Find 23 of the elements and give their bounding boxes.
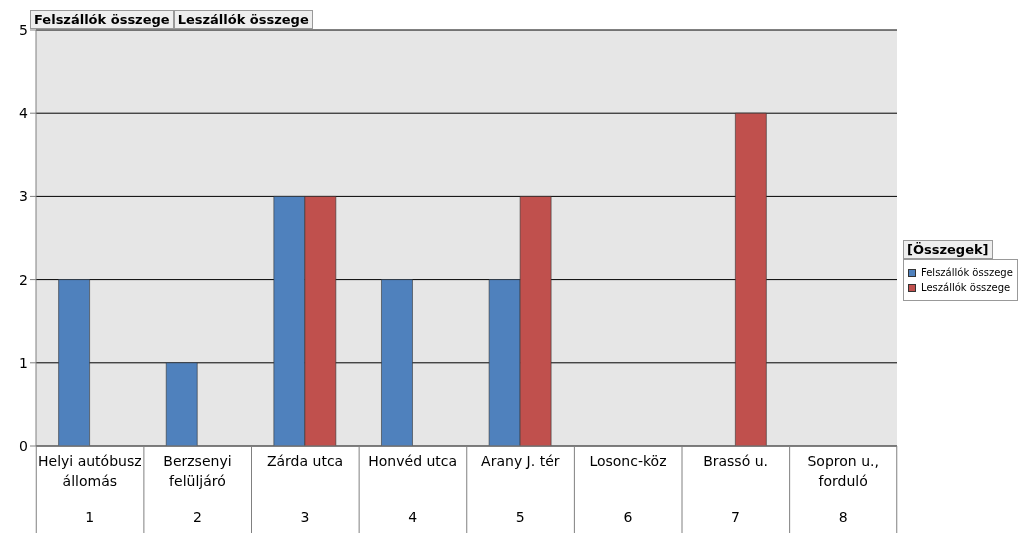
bar [165,362,198,446]
category-label: Helyi autóbusz állomás 1 [38,453,142,525]
y-tick-label: 4 [19,105,29,122]
y-tick-label: 2 [19,271,28,288]
y-tick-label: 5 [19,21,28,38]
category-label: Arany J. tér 5 [481,453,560,525]
legend-label: Leszállók összege [921,282,1011,293]
text: Leszállók összege [173,10,313,29]
bar [735,112,767,446]
y-tick-label: 1 [19,354,28,371]
category-label: Zárda utca 3 [266,453,344,525]
text: Felszállók összege [30,10,174,29]
y-tick-label: 3 [19,188,28,205]
category-label: Honvéd utca 4 [368,453,458,525]
category-label: Brassó u. 7 [703,453,768,525]
category-label: Sopron u., forduló 8 [807,453,879,525]
bar [58,279,90,446]
legend-title: [Összegek] [903,240,993,259]
y-tick-label: 0 [19,437,28,454]
category-label: Berzsenyi felüljáró 2 [163,453,232,525]
bar [381,279,413,446]
category-label: Losonc-köz 6 [589,453,667,525]
legend-label: Felszállók összege [921,267,1013,278]
